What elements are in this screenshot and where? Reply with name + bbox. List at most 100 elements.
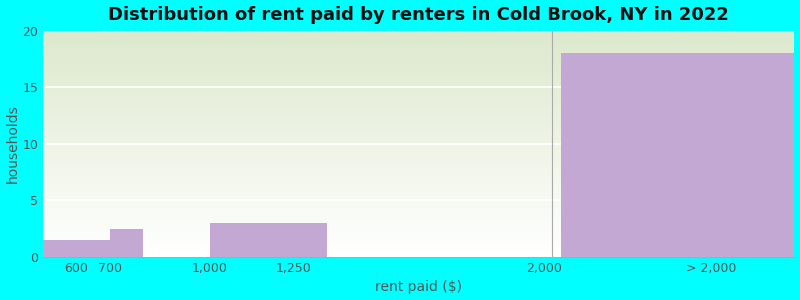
Bar (43, 33, 794, 34)
Bar (43, 79, 794, 80)
Bar (43, 251, 794, 252)
Bar (43, 64, 794, 65)
Bar (43, 200, 794, 201)
Bar (43, 146, 794, 147)
Bar (43, 161, 794, 162)
Bar (43, 205, 794, 206)
Bar (43, 123, 794, 124)
Bar (43, 255, 794, 256)
Bar (43, 233, 794, 234)
Bar (43, 208, 794, 209)
Bar (43, 231, 794, 232)
Bar (43, 111, 794, 112)
Bar (43, 35, 794, 36)
Bar (43, 102, 794, 103)
Bar (43, 240, 110, 257)
Bar (43, 158, 794, 159)
Bar (43, 160, 794, 161)
Bar (43, 187, 794, 188)
Bar (43, 44, 794, 45)
Bar (43, 243, 794, 244)
Bar (43, 59, 794, 60)
Bar (43, 148, 794, 149)
Bar (43, 177, 794, 178)
Bar (43, 242, 794, 243)
Bar (43, 126, 794, 127)
Bar (43, 86, 794, 87)
Bar (43, 76, 794, 77)
Title: Distribution of rent paid by renters in Cold Brook, NY in 2022: Distribution of rent paid by renters in … (108, 6, 729, 24)
Bar (43, 217, 794, 218)
Bar (43, 170, 794, 171)
Bar (43, 238, 794, 239)
Bar (43, 91, 794, 92)
Bar (43, 152, 794, 153)
Bar (43, 48, 794, 49)
Bar (43, 110, 794, 111)
Bar (43, 201, 794, 202)
Bar (43, 92, 794, 93)
Bar (43, 89, 794, 90)
Bar (43, 214, 794, 215)
Bar (43, 149, 794, 150)
Bar (43, 90, 794, 91)
Bar (43, 118, 794, 119)
Bar (43, 236, 794, 237)
Bar (43, 114, 794, 115)
Bar (43, 41, 794, 42)
Bar (43, 216, 794, 217)
Bar (43, 38, 794, 39)
Bar (43, 113, 794, 114)
Bar (43, 209, 794, 210)
Bar (43, 40, 794, 41)
Bar (43, 140, 794, 141)
Bar (43, 127, 794, 128)
Bar (43, 88, 794, 89)
Y-axis label: households: households (6, 104, 19, 183)
Bar (43, 66, 794, 67)
Bar (43, 244, 794, 245)
Bar (43, 60, 794, 61)
Bar (43, 121, 794, 122)
Bar (43, 65, 794, 66)
Bar (43, 245, 794, 246)
Bar (43, 72, 794, 73)
Bar (43, 192, 794, 193)
Bar (43, 151, 794, 152)
Bar (43, 46, 794, 47)
Bar (110, 229, 143, 257)
Bar (43, 189, 794, 190)
Bar (43, 143, 794, 144)
Bar (43, 53, 794, 54)
Bar (43, 128, 794, 129)
Bar (43, 132, 794, 133)
Bar (43, 235, 794, 236)
Bar (43, 253, 794, 254)
Bar (43, 224, 794, 225)
Bar (43, 218, 794, 219)
Bar (43, 238, 794, 239)
Bar (43, 223, 794, 224)
Bar (43, 203, 794, 204)
Bar (43, 103, 794, 104)
Bar (43, 195, 794, 196)
Bar (43, 232, 794, 233)
Bar (43, 168, 794, 169)
Bar (43, 85, 794, 86)
Bar (43, 225, 794, 226)
Bar (43, 212, 794, 213)
Bar (43, 250, 794, 251)
Bar (43, 108, 794, 109)
Bar (43, 71, 794, 72)
Bar (43, 36, 794, 37)
Bar (43, 162, 794, 163)
Bar (43, 178, 794, 179)
Bar (43, 74, 794, 75)
Bar (43, 82, 794, 83)
Bar (43, 62, 794, 63)
Bar (43, 172, 794, 173)
Bar (43, 183, 794, 184)
Bar (43, 106, 794, 107)
Bar (43, 97, 794, 98)
Bar (43, 204, 794, 205)
